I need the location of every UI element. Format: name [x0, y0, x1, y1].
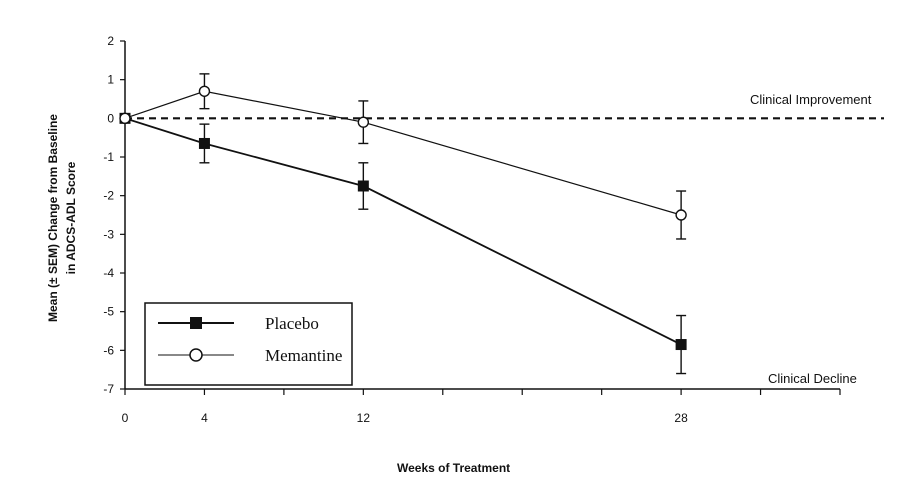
- annotation-clinical-improvement: Clinical Improvement: [750, 92, 872, 107]
- y-tick-label: -2: [103, 189, 114, 203]
- legend-memantine-marker: [189, 348, 203, 362]
- x-tick-label: 4: [201, 411, 208, 425]
- legend-placebo-marker: [190, 317, 202, 329]
- point-memantine: [198, 85, 211, 97]
- legend-box: [144, 302, 353, 386]
- series-line-memantine: [124, 90, 682, 216]
- point-memantine: [357, 116, 370, 128]
- x-axis-title: Weeks of Treatment: [397, 461, 510, 475]
- y-tick-label: -1: [103, 150, 114, 164]
- legend-placebo-label: Placebo: [265, 314, 319, 333]
- y-tick-label: 2: [107, 34, 114, 48]
- x-tick-label: 28: [674, 411, 688, 425]
- y-tick-label: 0: [107, 111, 114, 125]
- y-axis-title-line2: in ADCS-ADL Score: [64, 161, 78, 274]
- axes: 2 1 0 -1 -2 -3 -4 -5 -6 -7 0 4 12 28: [103, 34, 841, 425]
- series-line-placebo: [124, 117, 682, 346]
- y-tick-label: -3: [103, 227, 114, 241]
- series-group: [119, 73, 687, 375]
- y-tick-label: -4: [103, 266, 114, 280]
- point-placebo: [198, 137, 210, 149]
- point-placebo: [357, 180, 369, 192]
- point-memantine: [119, 112, 131, 125]
- y-tick-label: -7: [103, 382, 114, 396]
- y-tick-label: -5: [103, 305, 114, 319]
- x-tick-label: 12: [357, 411, 371, 425]
- y-axis-title-line1: Mean (± SEM) Change from Baseline: [46, 114, 60, 322]
- point-placebo: [675, 339, 687, 351]
- legend: Placebo Memantine: [144, 302, 353, 386]
- legend-memantine-label: Memantine: [265, 346, 342, 365]
- x-tick-label: 0: [122, 411, 129, 425]
- y-tick-label: 1: [107, 73, 114, 87]
- y-axis-title: Mean (± SEM) Change from Baseline in ADC…: [46, 114, 78, 322]
- y-tick-label: -6: [103, 343, 114, 357]
- point-memantine: [675, 209, 687, 221]
- annotation-clinical-decline: Clinical Decline: [768, 371, 857, 386]
